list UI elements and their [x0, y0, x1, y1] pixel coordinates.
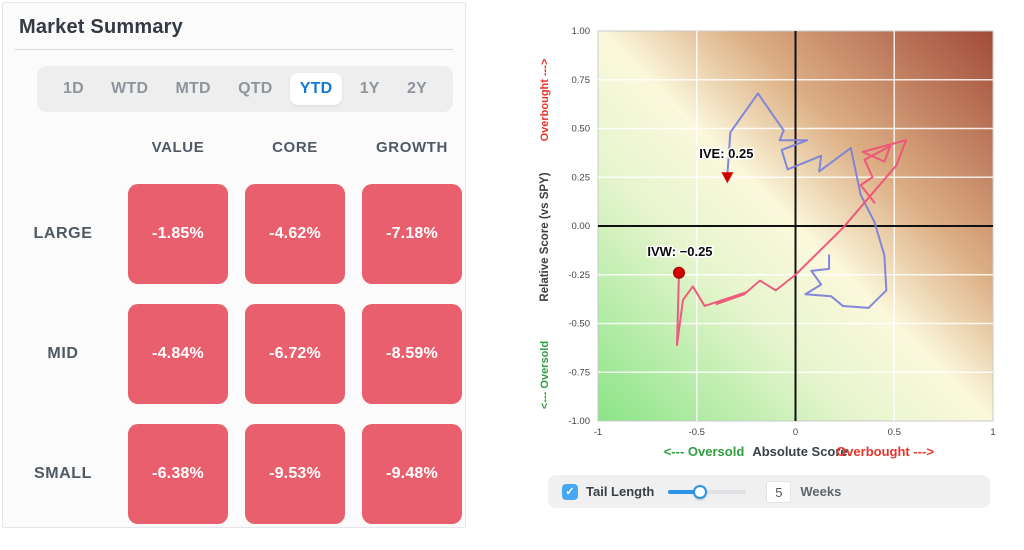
market-summary-grid: VALUE CORE GROWTH LARGE -1.85% -4.62% -7.18% MI… — [15, 130, 462, 524]
slider-fill — [668, 489, 700, 494]
tail-length-checkbox[interactable]: ✓ — [562, 483, 578, 500]
column-header-growth: GROWTH — [376, 138, 448, 156]
ivw-annotation: IVW: −0.25 — [647, 244, 712, 259]
svg-text:0: 0 — [793, 427, 798, 438]
period-tab-qtd[interactable]: QTD — [238, 80, 273, 97]
svg-text:0.25: 0.25 — [572, 172, 591, 183]
slider-track[interactable] — [668, 489, 747, 494]
tile-mid-core[interactable]: -6.72% — [245, 304, 345, 404]
svg-text:-1.00: -1.00 — [568, 416, 590, 427]
tile-large-growth[interactable]: -7.18% — [362, 184, 462, 284]
svg-text:-0.5: -0.5 — [689, 427, 705, 438]
y-axis-overbought-label: Overbought ---> — [539, 59, 551, 142]
y-axis-oversold-label: <--- Oversold — [539, 341, 551, 409]
title-divider — [15, 49, 453, 50]
tail-length-label: Tail Length — [586, 484, 655, 499]
svg-text:0.5: 0.5 — [888, 427, 901, 438]
period-tab-2y[interactable]: 2Y — [407, 80, 427, 97]
tail-length-control-bar: ✓ Tail Length 5 Weeks — [548, 475, 990, 508]
period-tab-1y[interactable]: 1Y — [359, 80, 380, 97]
x-axis-title: Absolute Score — [752, 444, 847, 459]
x-axis-overbought-label: Overbought ---> — [836, 444, 934, 459]
svg-text:-0.50: -0.50 — [568, 319, 590, 330]
y-axis-title: Relative Score (vs SPY) — [539, 172, 551, 301]
panel-title: Market Summary — [19, 16, 183, 38]
svg-text:0.50: 0.50 — [572, 124, 591, 135]
svg-text:1.00: 1.00 — [572, 26, 591, 37]
svg-text:1: 1 — [990, 427, 995, 438]
tile-large-value[interactable]: -1.85% — [128, 184, 228, 284]
trail-ivw[interactable]: IVW: −0.25 — [646, 139, 908, 346]
tail-length-unit: Weeks — [800, 484, 842, 499]
tail-length-slider[interactable] — [668, 484, 747, 499]
x-axis-oversold-label: <--- Oversold — [664, 444, 745, 459]
ive-annotation: IVE: 0.25 — [699, 146, 753, 161]
row-header-large: LARGE — [33, 225, 93, 242]
svg-text:-0.75: -0.75 — [568, 367, 590, 378]
score-trails[interactable]: IVE: 0.25 IVW: −0.25 — [646, 92, 908, 346]
tile-small-core[interactable]: -9.53% — [245, 424, 345, 524]
score-chart-panel: IVE: 0.25 IVW: −0.25 1.00 0.75 0.50 0.25 0.00… — [520, 0, 1024, 550]
tile-small-value[interactable]: -6.38% — [128, 424, 228, 524]
svg-text:-1: -1 — [594, 427, 602, 438]
period-tab-ytd[interactable]: YTD — [289, 73, 343, 105]
tile-large-core[interactable]: -4.62% — [245, 184, 345, 284]
column-header-value: VALUE — [151, 138, 205, 156]
row-header-small: SMALL — [33, 465, 93, 482]
period-tab-1d[interactable]: 1D — [63, 80, 84, 97]
slider-thumb[interactable] — [692, 484, 707, 499]
period-tab-wtd[interactable]: WTD — [111, 80, 149, 97]
axis-ticks: 1.000.750.500.250.00-0.25-0.50-0.75-1.00… — [568, 26, 995, 438]
column-header-core: CORE — [272, 138, 318, 156]
svg-text:0.00: 0.00 — [572, 221, 591, 232]
ivw-marker[interactable] — [672, 266, 685, 279]
tail-length-value-input[interactable]: 5 — [766, 480, 792, 503]
tile-small-growth[interactable]: -9.48% — [362, 424, 462, 524]
svg-text:0.75: 0.75 — [572, 75, 591, 86]
period-tab-mtd[interactable]: MTD — [175, 80, 211, 97]
tile-mid-growth[interactable]: -8.59% — [362, 304, 462, 404]
ive-marker[interactable] — [721, 172, 734, 184]
zero-crosshair — [598, 31, 993, 421]
trail-ive[interactable]: IVE: 0.25 — [698, 92, 888, 309]
period-tabs: 1D WTD MTD QTD YTD 1Y 2Y — [37, 66, 453, 112]
market-summary-panel: Market Summary 1D WTD MTD QTD YTD 1Y 2Y VALUE C… — [2, 2, 466, 528]
row-header-mid: MID — [47, 345, 79, 362]
tile-mid-value[interactable]: -4.84% — [128, 304, 228, 404]
svg-text:-0.25: -0.25 — [568, 270, 590, 281]
